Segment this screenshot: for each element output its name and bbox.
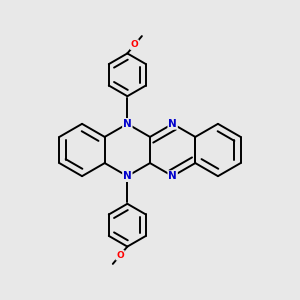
- Text: N: N: [168, 171, 177, 181]
- Text: N: N: [168, 119, 177, 129]
- Text: N: N: [123, 171, 132, 181]
- Text: O: O: [131, 40, 139, 49]
- Text: O: O: [116, 251, 124, 260]
- Text: N: N: [123, 119, 132, 129]
